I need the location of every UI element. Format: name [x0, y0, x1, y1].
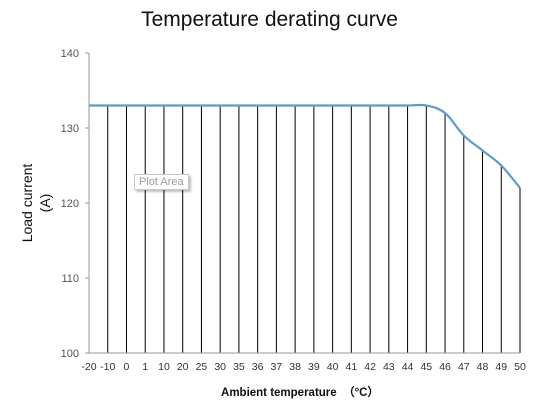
x-tick-label: 35: [233, 361, 245, 373]
x-tick-label: 46: [439, 361, 451, 373]
drop-lines: [88, 105, 521, 353]
x-tick-label: 49: [495, 361, 507, 373]
x-tick-label: 47: [458, 361, 470, 373]
x-tick-label: 37: [271, 361, 283, 373]
y-tick-label: 100: [61, 348, 79, 360]
x-tick-label: 1: [142, 361, 148, 373]
x-axis-title: Ambient temperature （°C）: [221, 385, 379, 399]
x-tick-label: 39: [308, 361, 320, 373]
x-tick-label: 30: [214, 361, 226, 373]
y-tick-label: 130: [61, 123, 79, 135]
y-tick-label: 110: [61, 273, 79, 285]
x-tick-label: 43: [383, 361, 395, 373]
x-tick-label: 36: [252, 361, 264, 373]
axes: [88, 53, 520, 354]
series-line: [88, 103, 521, 189]
chart-title: Temperature derating curve: [141, 8, 398, 31]
series-layer: [88, 103, 521, 189]
x-tick-label: 50: [514, 361, 526, 373]
x-tick-label: -20: [81, 361, 96, 373]
x-tick-label: 42: [364, 361, 376, 373]
x-tick-label: 10: [158, 361, 170, 373]
y-axis-title: Load current (A): [19, 164, 53, 243]
y-tick-label: 120: [61, 198, 79, 210]
y-tick-label: 140: [61, 48, 79, 60]
plot-area-tooltip: Plot Area: [134, 174, 189, 190]
x-tick-label: -10: [100, 361, 115, 373]
x-tick-label: 44: [402, 361, 414, 373]
x-tick-label: 40: [327, 361, 339, 373]
x-tick-label: 20: [177, 361, 189, 373]
x-tick-label: 41: [346, 361, 358, 373]
y-axis: 100 110 120 130 140: [61, 48, 89, 360]
x-axis: -20 -10 0 1 10 20 25 30 35 36 37 38 39 40 41 42 43 44 45 46…: [81, 361, 526, 373]
x-tick-label: 38: [289, 361, 301, 373]
x-tick-label: 0: [124, 361, 130, 373]
y-axis-title-line1: Load current: [19, 164, 35, 243]
x-tick-label: 25: [196, 361, 208, 373]
x-tick-label: 45: [420, 361, 432, 373]
x-tick-label: 48: [477, 361, 489, 373]
y-axis-title-line2: (A): [37, 194, 53, 213]
